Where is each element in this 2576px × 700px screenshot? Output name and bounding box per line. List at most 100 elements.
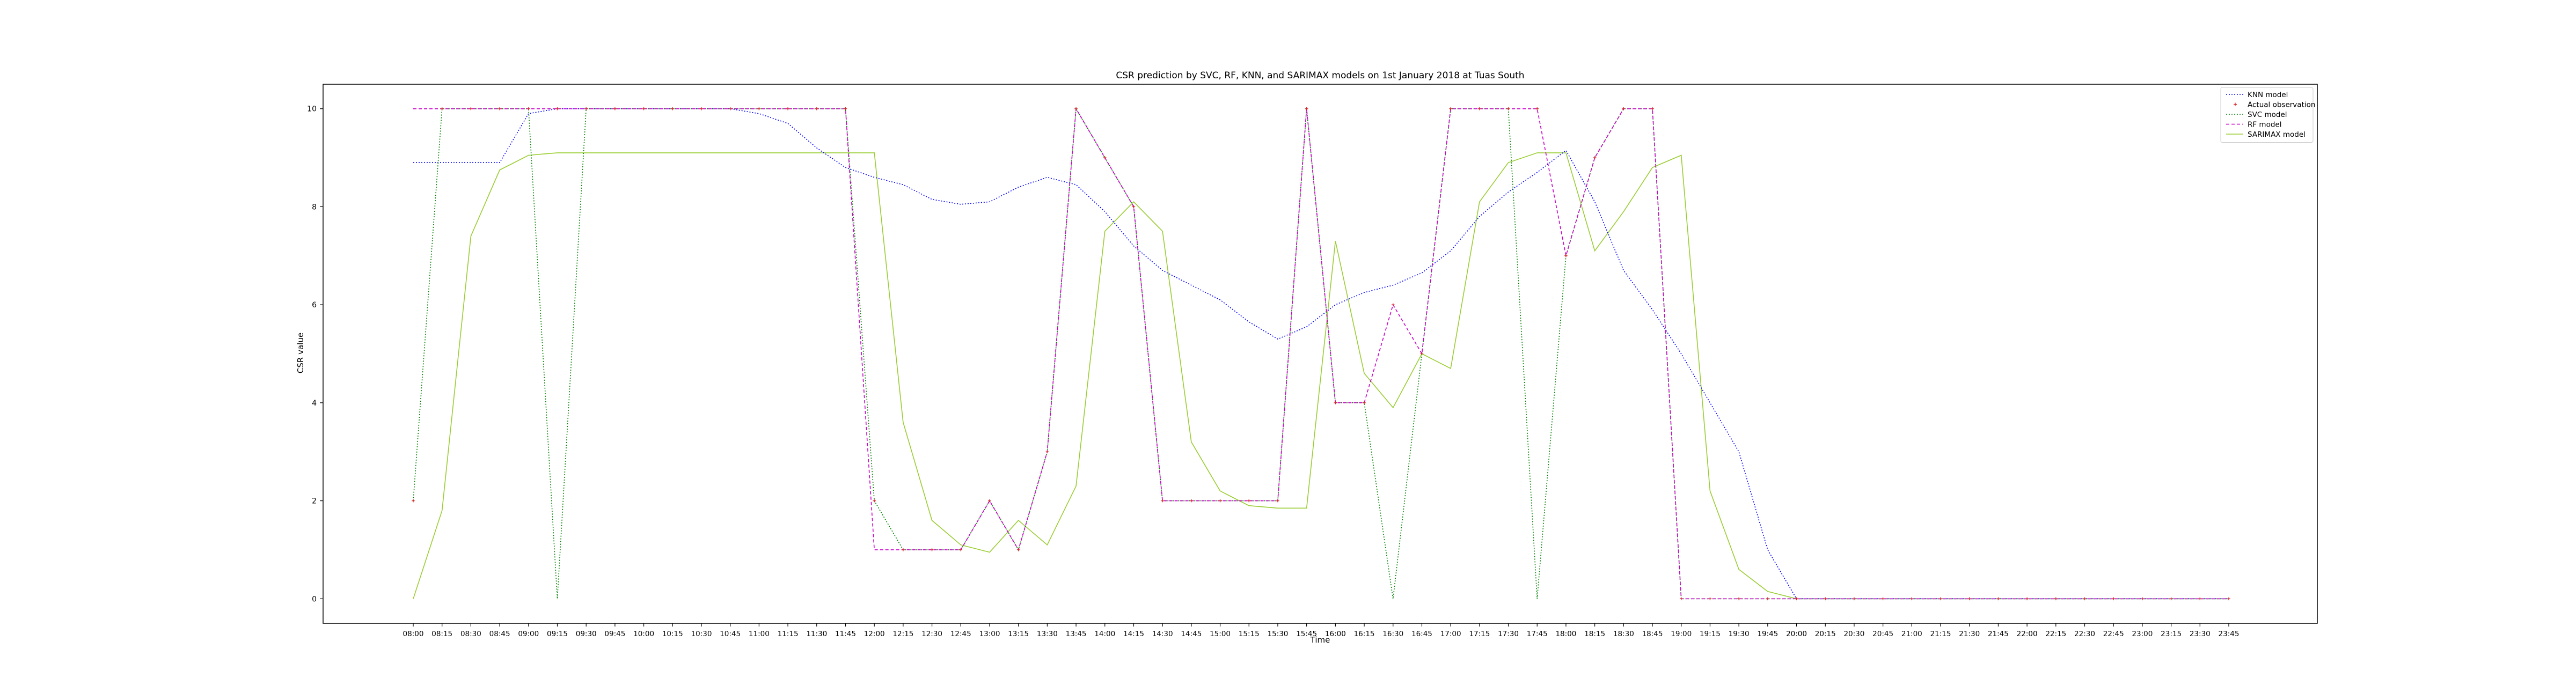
data-point-marker [1190, 499, 1193, 503]
data-point-marker [1593, 156, 1597, 159]
data-point-marker [1967, 597, 1971, 601]
data-point-marker [786, 107, 789, 110]
axes-frame [323, 84, 2318, 624]
y-tick-label: 10 [307, 105, 317, 114]
data-point-marker [1016, 548, 1020, 551]
x-tick-label: 22:00 [2017, 630, 2038, 638]
data-point-marker [1420, 352, 1424, 356]
data-point-marker [1795, 597, 1798, 601]
data-point-marker [1305, 107, 1308, 110]
x-tick-label: 15:00 [1210, 630, 1231, 638]
y-axis-label: CSR value [296, 333, 305, 373]
data-point-marker [1564, 254, 1568, 257]
data-point-marker [1708, 597, 1712, 601]
data-point-marker [1045, 450, 1049, 454]
x-tick-label: 16:15 [1354, 630, 1375, 638]
data-point-marker [1218, 499, 1222, 503]
legend-swatch [2234, 102, 2237, 106]
x-tick-label: 16:45 [1411, 630, 1432, 638]
data-point-marker [1478, 107, 1481, 110]
x-tick-label: 09:00 [518, 630, 539, 638]
series-actual-observation [412, 107, 2230, 601]
x-tick-label: 22:15 [2045, 630, 2066, 638]
x-tick-label: 15:30 [1267, 630, 1288, 638]
x-tick-label: 13:00 [979, 630, 1000, 638]
y-tick-label: 8 [312, 203, 317, 211]
data-point-marker [959, 548, 963, 551]
x-tick-label: 10:15 [662, 630, 683, 638]
y-tick-label: 2 [312, 497, 317, 506]
data-point-marker [671, 107, 675, 110]
x-tick-label: 16:00 [1325, 630, 1346, 638]
x-tick-label: 08:15 [431, 630, 452, 638]
data-point-marker [815, 107, 818, 110]
x-tick-label: 11:15 [778, 630, 799, 638]
x-tick-label: 23:30 [2190, 630, 2211, 638]
x-tick-label: 18:15 [1584, 630, 1605, 638]
data-point-marker [1103, 156, 1107, 159]
data-point-marker [526, 107, 530, 110]
data-point-marker [988, 499, 991, 503]
data-point-marker [2227, 597, 2230, 601]
legend-label: KNN model [2248, 91, 2288, 99]
legend-label: SVC model [2248, 110, 2287, 119]
data-point-marker [1449, 107, 1452, 110]
series-rf-model [413, 107, 2229, 600]
x-tick-label: 10:45 [720, 630, 741, 638]
data-point-marker [1651, 107, 1654, 110]
data-point-marker [1132, 205, 1136, 209]
legend-item-knn-model: KNN model [2226, 91, 2288, 99]
data-point-marker [873, 499, 876, 503]
legend-box [2220, 87, 2314, 143]
data-point-marker [2141, 597, 2144, 601]
data-point-marker [613, 107, 617, 110]
data-point-marker [2112, 597, 2116, 601]
data-point-marker [1391, 303, 1395, 306]
x-tick-label: 12:45 [950, 630, 971, 638]
data-point-marker [2198, 597, 2202, 601]
x-tick-label: 23:45 [2219, 630, 2240, 638]
y-tick-label: 4 [312, 399, 317, 408]
x-tick-label: 10:30 [691, 630, 712, 638]
chart-title: CSR prediction by SVC, RF, KNN, and SARI… [1116, 70, 1524, 81]
x-tick-label: 08:00 [403, 630, 424, 638]
data-point-marker [1161, 499, 1164, 503]
x-tick-label: 13:15 [1008, 630, 1029, 638]
legend-label: SARIMAX model [2248, 130, 2306, 139]
x-tick-label: 15:15 [1239, 630, 1260, 638]
data-point-marker [2083, 597, 2087, 601]
data-point-marker [728, 107, 732, 110]
x-tick-label: 14:45 [1181, 630, 1202, 638]
legend-item-rf-model: RF model [2226, 121, 2281, 129]
x-tick-label: 15:45 [1296, 630, 1317, 638]
data-point-marker [1737, 597, 1740, 601]
x-tick-label: 17:15 [1469, 630, 1490, 638]
data-point-marker [642, 107, 646, 110]
series-line [413, 107, 2229, 600]
plot-area: 08:00 08:15 08:30 08:45 09:00 09:15 09:30 09:45… [307, 105, 2239, 638]
x-tick-label: 22:30 [2074, 630, 2095, 638]
data-point-marker [1363, 401, 1366, 404]
x-tick-label: 21:30 [1959, 630, 1980, 638]
x-tick-label: 18:00 [1555, 630, 1576, 638]
x-tick-label: 09:45 [604, 630, 625, 638]
data-point-marker [700, 107, 703, 110]
data-point-marker [1881, 597, 1885, 601]
x-tick-label: 10:00 [633, 630, 654, 638]
x-tick-label: 21:45 [1988, 630, 2009, 638]
data-point-marker [757, 107, 761, 110]
data-point-marker [1853, 597, 1856, 601]
data-point-marker [1679, 597, 1683, 601]
x-tick-label: 20:30 [1843, 630, 1864, 638]
legend-item-sarimax-model: SARIMAX model [2226, 130, 2306, 139]
x-tick-label: 16:30 [1382, 630, 1403, 638]
data-point-marker [498, 107, 501, 110]
x-tick-label: 23:15 [2161, 630, 2182, 638]
data-point-marker [440, 107, 444, 110]
data-point-marker [1276, 499, 1279, 503]
x-tick-label: 19:15 [1700, 630, 1721, 638]
x-tick-label: 20:00 [1786, 630, 1807, 638]
x-tick-label: 09:15 [547, 630, 568, 638]
x-tick-label: 21:15 [1930, 630, 1951, 638]
